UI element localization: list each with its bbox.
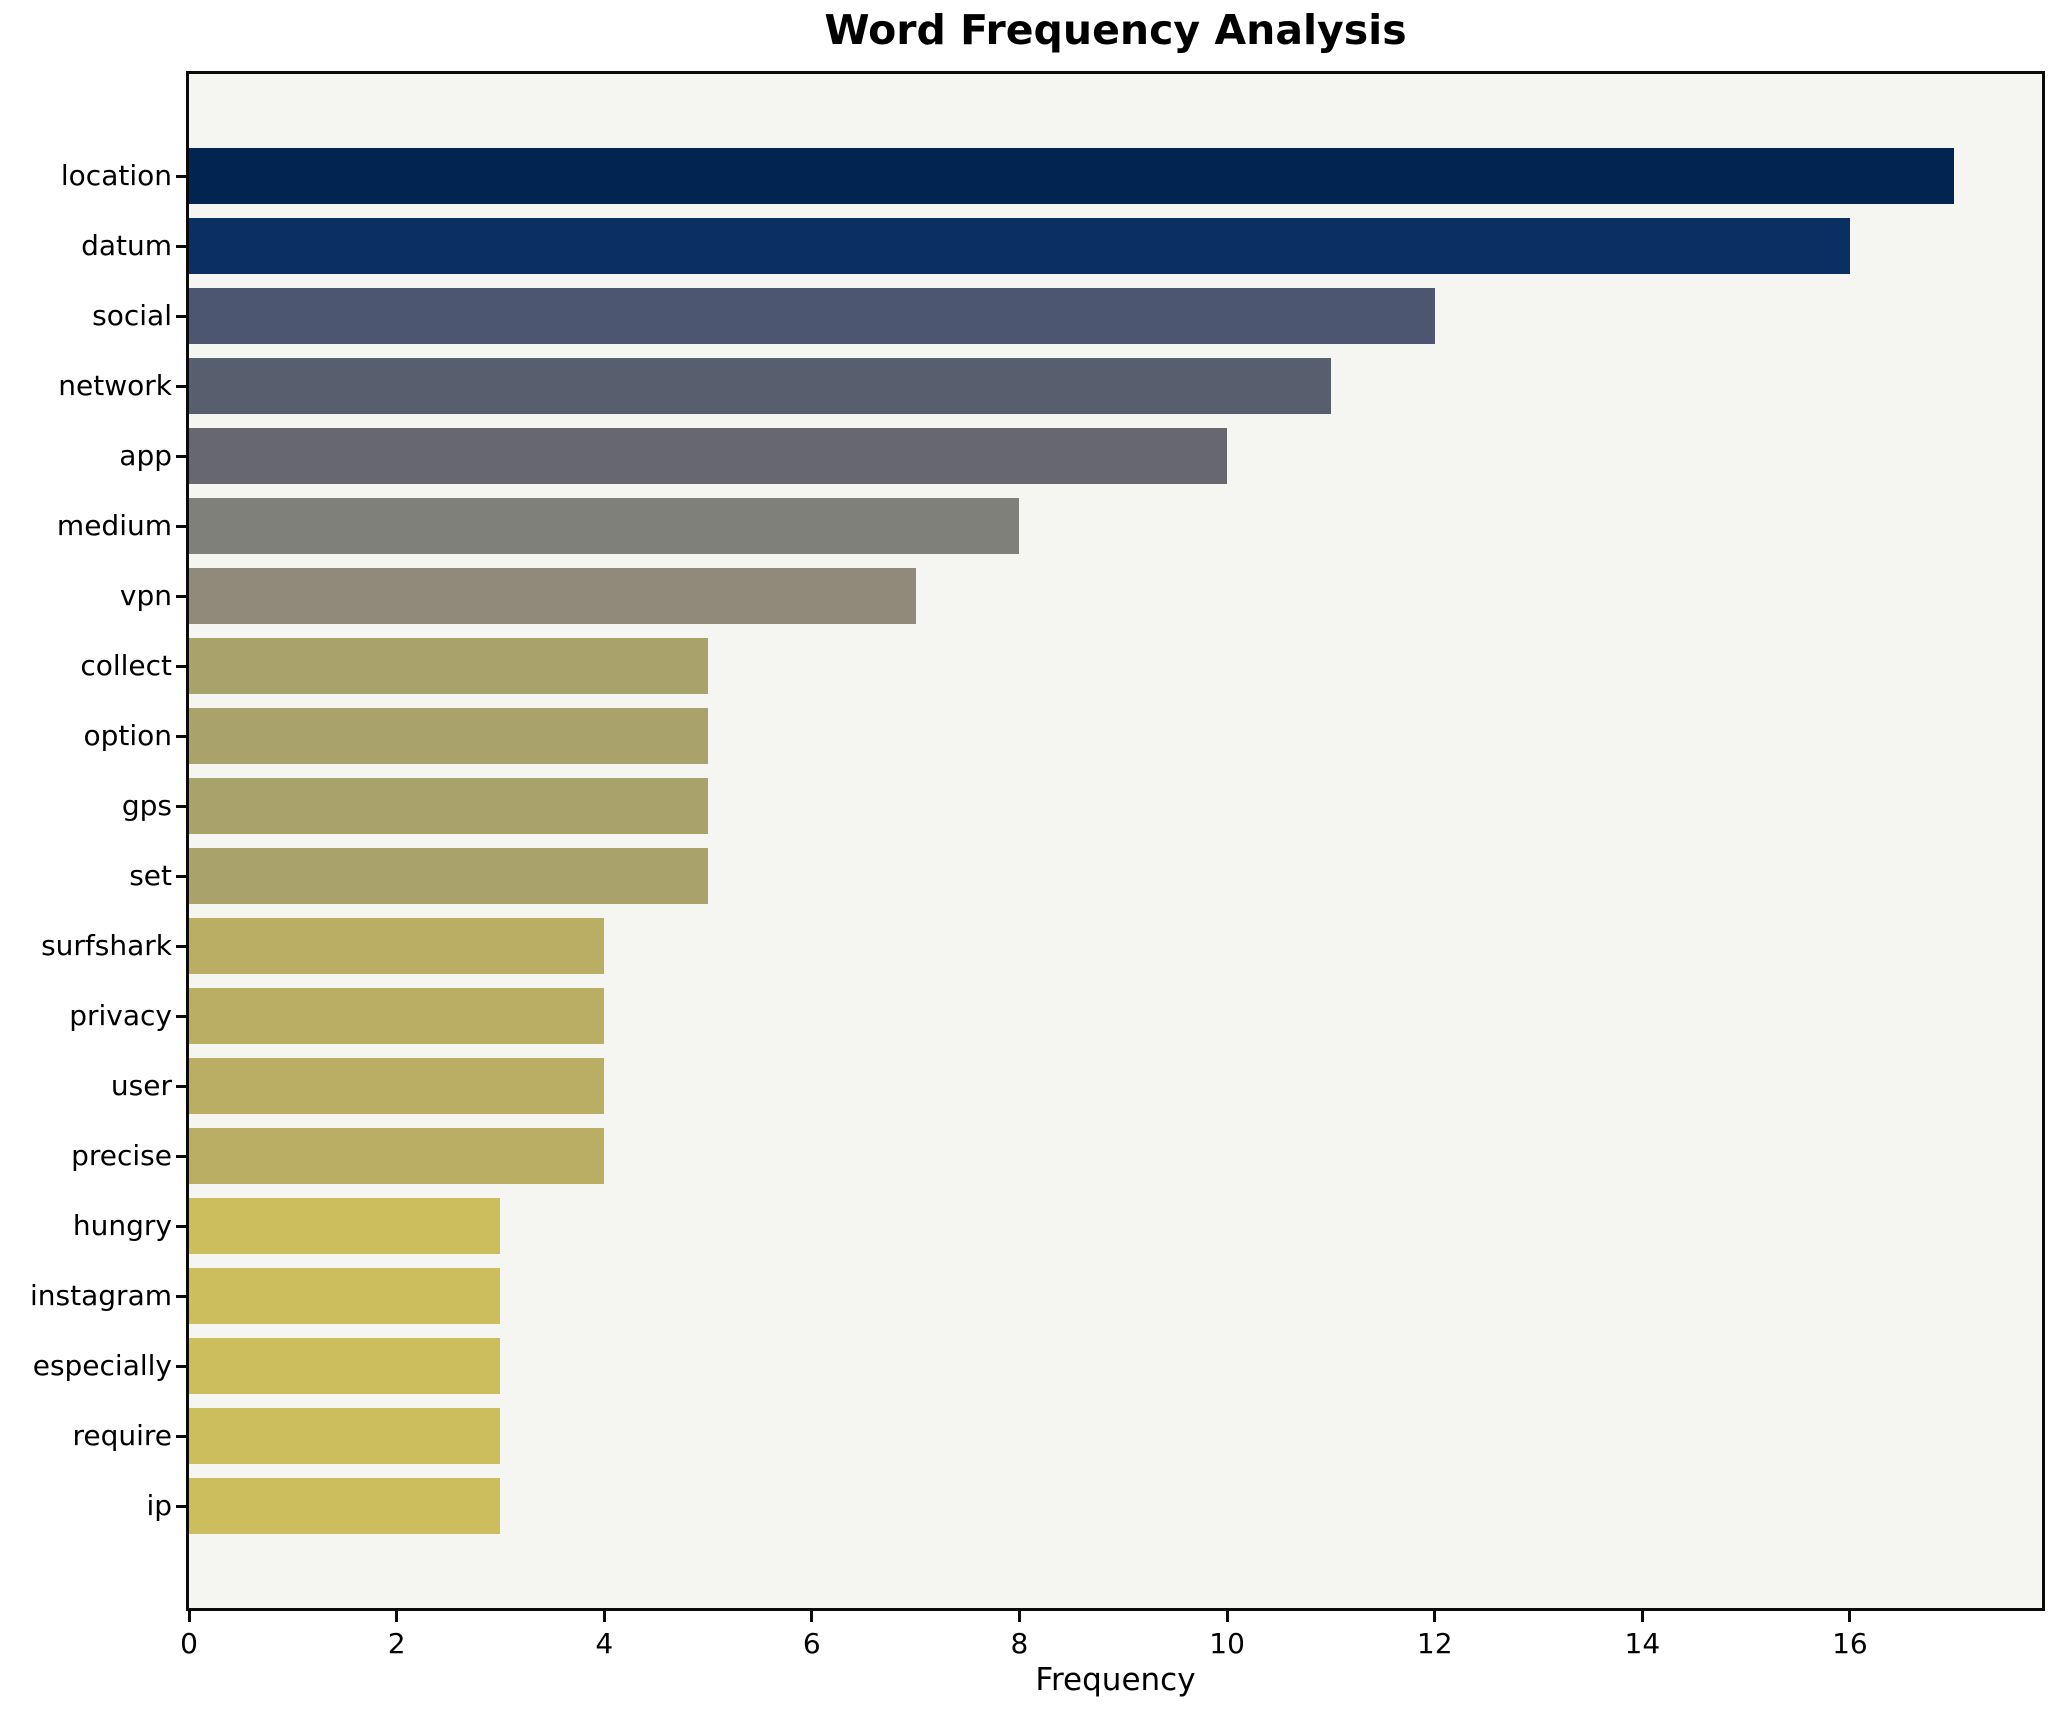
bar-datum <box>189 218 1850 274</box>
y-tick-label-medium: medium <box>56 509 172 542</box>
y-tick-label-set: set <box>129 859 172 892</box>
y-tick-mark <box>176 454 186 458</box>
bar-privacy <box>189 988 605 1044</box>
y-tick-label-collect: collect <box>80 649 172 682</box>
y-tick-mark <box>176 804 186 808</box>
y-tick-mark <box>176 1294 186 1298</box>
x-tick-mark <box>810 1611 814 1622</box>
x-tick-mark <box>602 1611 606 1622</box>
y-tick-label-surfshark: surfshark <box>41 929 172 962</box>
x-tick-mark <box>1848 1611 1852 1622</box>
bar-especially <box>189 1338 501 1394</box>
y-tick-label-vpn: vpn <box>119 579 172 612</box>
y-tick-label-network: network <box>58 369 172 402</box>
y-tick-mark <box>176 1154 186 1158</box>
y-tick-label-ip: ip <box>146 1489 172 1522</box>
y-tick-mark <box>176 1084 186 1088</box>
x-tick-mark <box>1433 1611 1437 1622</box>
bar-network <box>189 358 1331 414</box>
y-tick-label-datum: datum <box>81 229 172 262</box>
chart-title: Word Frequency Analysis <box>824 6 1407 54</box>
x-tick-label-16: 16 <box>1832 1627 1868 1660</box>
bar-surfshark <box>189 918 605 974</box>
y-tick-mark <box>176 524 186 528</box>
bar-require <box>189 1408 501 1464</box>
y-tick-label-especially: especially <box>32 1349 172 1382</box>
y-tick-mark <box>176 1434 186 1438</box>
y-tick-label-hungry: hungry <box>72 1209 172 1242</box>
x-axis-label: Frequency <box>1035 1662 1196 1698</box>
y-tick-mark <box>176 1014 186 1018</box>
bar-ip <box>189 1478 501 1534</box>
x-tick-mark <box>1640 1611 1644 1622</box>
x-tick-label-2: 2 <box>387 1627 406 1660</box>
y-tick-label-user: user <box>110 1069 172 1102</box>
y-tick-mark <box>176 874 186 878</box>
x-tick-label-4: 4 <box>595 1627 614 1660</box>
bar-location <box>189 148 1954 204</box>
bar-hungry <box>189 1198 501 1254</box>
x-tick-mark <box>187 1611 191 1622</box>
y-tick-label-option: option <box>83 719 172 752</box>
x-tick-label-8: 8 <box>1010 1627 1029 1660</box>
y-tick-mark <box>176 1364 186 1368</box>
y-tick-mark <box>176 944 186 948</box>
y-tick-mark <box>176 174 186 178</box>
y-tick-mark <box>176 1504 186 1508</box>
bar-medium <box>189 498 1020 554</box>
y-tick-label-social: social <box>92 299 172 332</box>
bar-vpn <box>189 568 916 624</box>
y-tick-label-location: location <box>60 159 172 192</box>
y-tick-mark <box>176 314 186 318</box>
bar-gps <box>189 778 709 834</box>
y-tick-label-privacy: privacy <box>69 999 172 1032</box>
bar-social <box>189 288 1435 344</box>
y-tick-label-app: app <box>119 439 172 472</box>
x-tick-label-0: 0 <box>180 1627 198 1660</box>
bar-option <box>189 708 709 764</box>
x-tick-label-14: 14 <box>1624 1627 1661 1660</box>
bar-set <box>189 848 709 904</box>
x-tick-mark <box>395 1611 399 1622</box>
bar-app <box>189 428 1228 484</box>
bar-collect <box>189 638 709 694</box>
y-tick-label-precise: precise <box>71 1139 172 1172</box>
y-tick-label-require: require <box>72 1419 172 1452</box>
bar-instagram <box>189 1268 501 1324</box>
y-tick-mark <box>176 664 186 668</box>
y-tick-mark <box>176 734 186 738</box>
x-tick-label-12: 12 <box>1416 1627 1453 1660</box>
x-tick-mark <box>1017 1611 1021 1622</box>
y-tick-mark <box>176 384 186 388</box>
y-tick-mark <box>176 244 186 248</box>
plot-area: location datum social network app medium vpn co… <box>30 71 2045 1660</box>
y-tick-mark <box>176 1224 186 1228</box>
y-tick-mark <box>176 594 186 598</box>
y-tick-label-gps: gps <box>121 789 172 822</box>
x-tick-label-10: 10 <box>1209 1627 1245 1660</box>
x-tick-label-6: 6 <box>802 1627 821 1660</box>
x-tick-mark <box>1225 1611 1229 1622</box>
bar-precise <box>189 1128 605 1184</box>
bar-user <box>189 1058 605 1114</box>
y-tick-label-instagram: instagram <box>30 1279 172 1312</box>
